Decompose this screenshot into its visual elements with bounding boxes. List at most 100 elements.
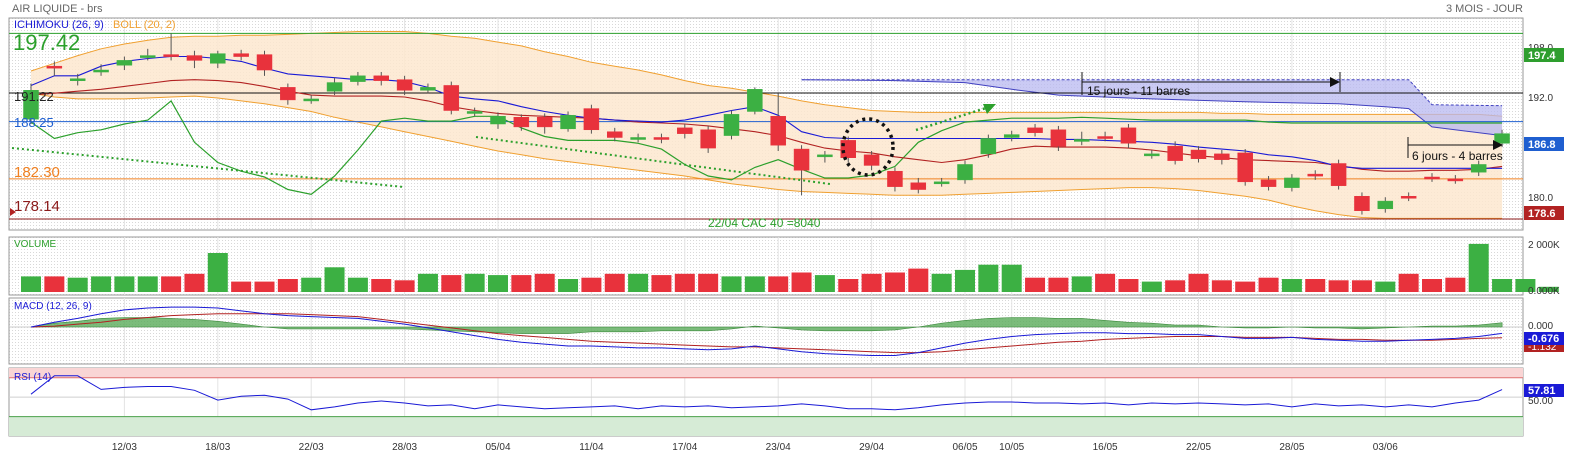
candle — [1050, 125, 1067, 151]
price-box-bottom — [1524, 206, 1564, 220]
candle-body — [396, 79, 413, 91]
volume-bar — [488, 275, 508, 292]
macd-tick-zero: 0.000 — [1528, 321, 1553, 332]
volume-bar — [884, 272, 905, 292]
candle — [326, 77, 343, 96]
bracket-arrow-icon — [1493, 140, 1503, 150]
volume-bar — [581, 277, 602, 292]
volume-bar — [1492, 279, 1513, 292]
candle-body — [887, 170, 903, 187]
instrument-title: AIR LIQUIDE - brs — [12, 3, 103, 15]
price-box-top — [1524, 48, 1564, 62]
candle — [723, 110, 740, 140]
candle — [1237, 149, 1253, 186]
volume-bar — [1095, 273, 1116, 292]
volume-bar — [347, 277, 368, 292]
candle — [1260, 176, 1277, 191]
candle-body — [420, 87, 436, 91]
volume-bar — [1025, 277, 1046, 292]
candle — [280, 83, 296, 105]
price-tick-180: 180.0 — [1528, 193, 1553, 204]
volume-bar — [231, 281, 252, 292]
volume-tick-bottom: 0.000K — [1528, 286, 1560, 297]
candle — [396, 75, 413, 96]
candle-body — [910, 182, 927, 190]
candle — [1354, 192, 1370, 215]
rsi-value-box — [1524, 384, 1564, 397]
volume-bar — [1328, 280, 1349, 292]
volume-bar — [1188, 273, 1209, 292]
candle-body — [980, 138, 997, 155]
candle — [210, 50, 226, 69]
date-tick-label: 22/05 — [1186, 442, 1211, 453]
date-tick-label: 16/05 — [1093, 442, 1118, 453]
volume-bar — [1468, 243, 1489, 292]
volume-bar — [114, 276, 135, 292]
volume-bar — [371, 279, 392, 292]
candle — [186, 50, 203, 69]
candle-body — [863, 154, 880, 166]
volume-bar — [558, 279, 579, 292]
volume-bar — [1235, 281, 1256, 292]
candle — [1144, 150, 1160, 159]
candle-body — [1097, 136, 1113, 139]
date-tick-label: 11/04 — [579, 442, 604, 453]
volume-tick-top: 2 000K — [1528, 240, 1560, 251]
volume-bar — [1048, 277, 1069, 292]
candle — [933, 177, 950, 187]
annotation-6-jours: 6 jours - 4 barres — [1412, 149, 1503, 163]
candle — [1097, 131, 1113, 142]
candle-body — [840, 140, 856, 158]
candle — [1284, 174, 1300, 192]
candle-body — [490, 116, 506, 125]
volume-bar — [91, 276, 112, 292]
highlight-circle — [841, 117, 895, 177]
volume-bar — [1258, 277, 1279, 292]
volume-bar — [21, 276, 41, 292]
volume-bar — [931, 273, 952, 292]
volume-bar — [744, 276, 765, 292]
candle-body — [560, 115, 576, 130]
candle — [1003, 130, 1020, 142]
candle — [93, 64, 109, 76]
bollinger-lower-line — [30, 92, 1503, 219]
volume-bar — [955, 269, 975, 292]
candle-body — [186, 55, 203, 61]
candle-body — [69, 78, 86, 81]
candle-body — [1003, 134, 1020, 138]
volume-bar — [511, 275, 532, 292]
candle — [1167, 141, 1183, 165]
price-box-bottom-text: 178.6 — [1528, 208, 1556, 220]
volume-bar — [301, 277, 322, 292]
volume-bar — [464, 273, 485, 292]
rsi-overbought-zone — [9, 368, 1523, 378]
candle — [303, 95, 319, 104]
candle-body — [443, 85, 460, 111]
candle — [1494, 129, 1510, 148]
trendline-dotted — [11, 147, 405, 188]
volume-bar — [1001, 264, 1022, 292]
ichimoku-cloud — [801, 79, 1503, 136]
candle-body — [233, 53, 249, 57]
candle — [1120, 124, 1137, 149]
volume-bar — [604, 273, 625, 292]
date-tick-label: 17/04 — [672, 442, 697, 453]
candle — [863, 150, 880, 171]
candle — [443, 81, 460, 115]
level-label-191: 191.22 — [14, 89, 54, 104]
candle-body — [1050, 129, 1067, 147]
volume-bar — [861, 273, 882, 292]
bollinger-band-fill — [31, 31, 1503, 219]
date-tick-label: 06/05 — [952, 442, 977, 453]
tenkan-line — [30, 55, 1503, 169]
price-box-top-text: 197.4 — [1528, 50, 1556, 62]
date-tick-label: 03/06 — [1373, 442, 1398, 453]
volume-bar — [1445, 277, 1466, 292]
candle-body — [1354, 196, 1370, 211]
candle-body — [770, 116, 786, 146]
volume-bar — [44, 276, 65, 292]
candle-body — [513, 117, 530, 128]
volume-bar — [768, 276, 789, 292]
rsi-line — [30, 375, 1503, 411]
volume-bar — [1538, 286, 1559, 292]
